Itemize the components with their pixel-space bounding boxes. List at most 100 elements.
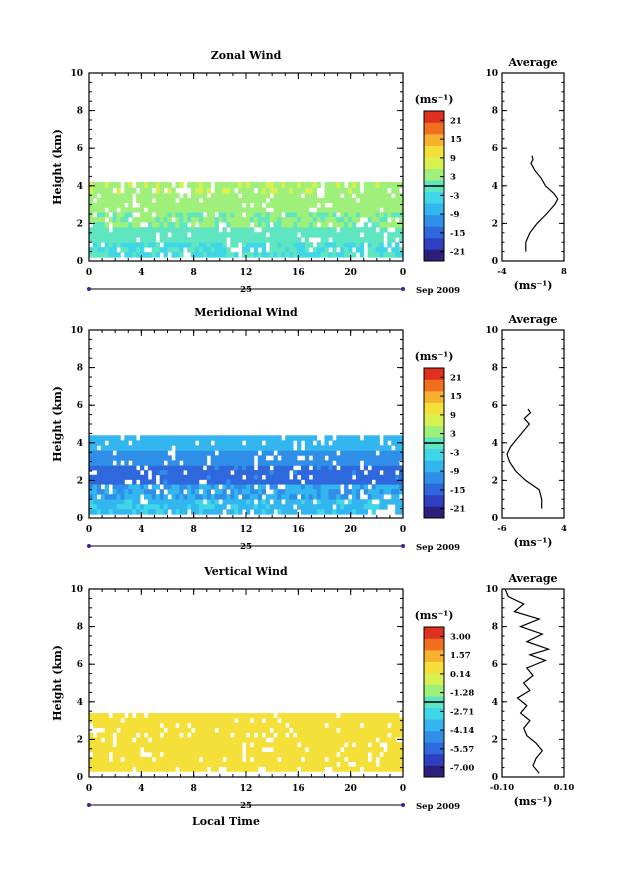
heatmap-cell [355,713,361,719]
heatmap-cell [187,713,192,719]
heatmap-cell [143,742,149,748]
heatmap-cell [124,242,129,248]
heatmap-cell [210,252,215,258]
heatmap-cell [202,252,208,258]
heatmap-cell [281,717,286,724]
heatmap-cell [210,494,215,500]
heatmap-cell [116,756,121,763]
heatmap-cell [147,766,153,772]
heatmap-cell [136,494,141,500]
heatmap-cell [249,455,255,461]
heatmap-cell [155,713,161,719]
heatmap-cell [218,470,223,476]
heatmap-cell [92,232,98,238]
heatmap-cell [297,713,302,719]
heatmap-cell [140,237,145,243]
heatmap-cell [230,455,235,461]
heatmap-cell [383,766,388,772]
heatmap-cell [183,212,188,218]
heatmap-cell [300,509,306,515]
heatmap-cell [351,509,357,515]
heatmap-cell [167,435,172,441]
heatmap-cell [316,722,321,729]
heatmap-cell [116,722,121,729]
heatmap-cell [147,509,153,515]
heatmap-cell [171,198,176,204]
heatmap-cell [104,717,110,724]
heatmap-cell [218,252,223,258]
heatmap-cell [363,237,369,243]
heatmap-cell [143,727,149,733]
heatmap-cell [198,435,204,441]
heatmap-cell [191,445,196,451]
heatmap-cell [234,499,239,505]
heatmap-cell [328,727,333,733]
heatmap-cell [194,717,200,724]
heatmap-cell [140,742,145,748]
heatmap-cell [143,435,149,441]
heatmap-cell [89,737,94,743]
heatmap-cell [359,193,365,199]
heatmap-cell [128,207,133,213]
colorbar-tick-label: -9 [450,467,460,477]
heatmap-cell [108,440,113,446]
heatmap-cell [312,761,318,767]
heatmap-cell [332,751,337,758]
heatmap-cell [351,187,357,194]
heatmap-cell [242,494,247,500]
heatmap-cell [383,737,388,743]
heatmap-cell [194,747,200,753]
heatmap-cell [112,766,117,772]
heatmap-cell [395,212,400,218]
heatmap-cell [100,227,106,233]
heatmap-cell [312,504,318,510]
heatmap-cell [332,489,337,495]
heatmap-cell [143,717,149,724]
heatmap-cell [344,713,349,719]
heatmap-cell [191,182,196,189]
heatmap-cell [151,470,157,476]
heatmap-cell [238,440,243,446]
heatmap-cell [108,494,113,500]
heatmap-cell [379,460,384,466]
heatmap-cell [108,727,113,733]
heatmap-cell [277,504,282,510]
heatmap-cell [316,504,321,510]
y-tick-label: 8 [77,107,83,117]
heatmap-cell [336,737,341,743]
heatmap-cell [210,207,215,213]
heatmap-cell [249,237,255,243]
average-y-tick-label: 10 [485,69,498,79]
heatmap-cell [257,494,263,500]
heatmap-cell [293,484,298,490]
heatmap-cell [163,222,168,228]
heatmap-cell [332,717,337,724]
heatmap-cell [277,761,282,767]
heatmap-cell [257,202,263,208]
heatmap-cell [143,766,149,772]
heatmap-cell [112,756,117,763]
heatmap-cell [206,202,212,208]
heatmap-cell [140,766,145,772]
heatmap-cell [222,717,227,724]
heatmap-cell [222,465,227,471]
heatmap-cell [261,751,267,758]
heatmap-cell [222,440,227,446]
heatmap-cell [383,717,388,724]
heatmap-cell [344,747,349,753]
heatmap-cell [206,737,212,743]
heatmap-cell [355,766,361,772]
heatmap-cell [348,489,353,495]
heatmap-cell [371,252,376,258]
heatmap-cell [104,756,110,763]
x-tick-label: 16 [292,525,305,535]
heatmap-cell [108,198,113,204]
heatmap-cell [179,737,184,743]
heatmap-cell [367,737,372,743]
heatmap-cell [324,187,329,194]
heatmap-cell [391,727,396,733]
heatmap-cell [293,474,298,480]
heatmap-cell [96,509,102,515]
heatmap-cell [383,445,388,451]
